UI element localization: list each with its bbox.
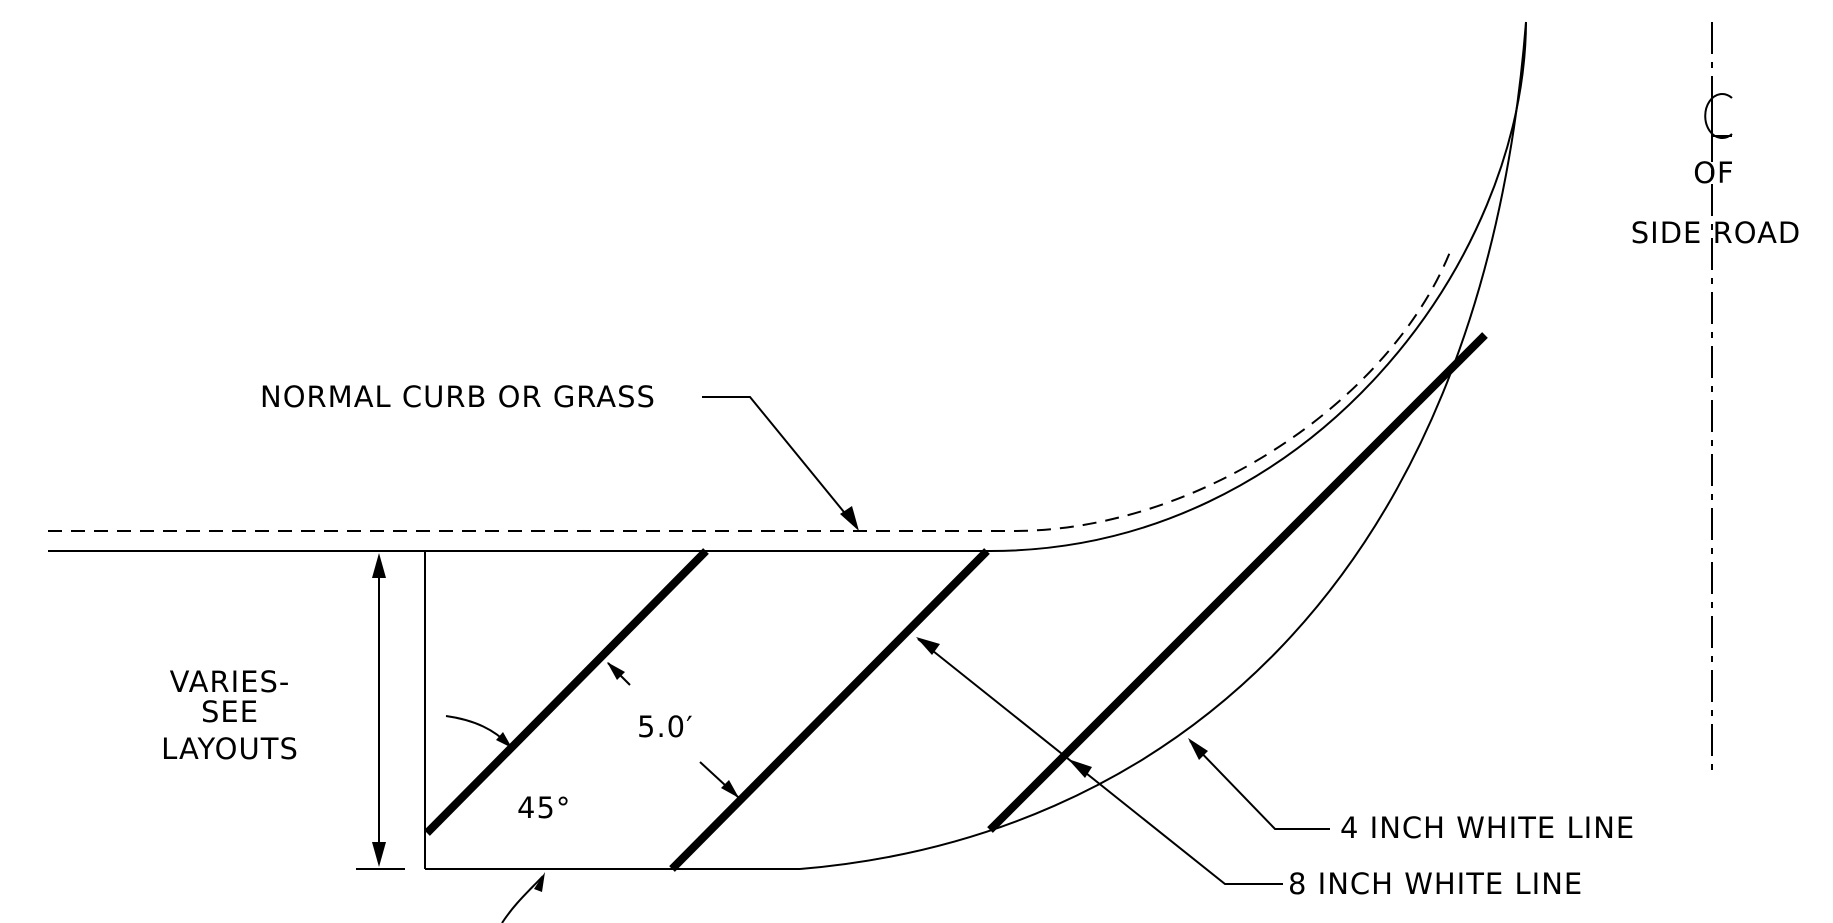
varies-label-line2: SEE xyxy=(201,695,259,729)
centerline-symbol-c xyxy=(1704,93,1733,139)
normal-curb-dashed-line xyxy=(48,251,1451,532)
varies-label-line1: VARIES- xyxy=(170,665,291,699)
eight-inch-diagonal-2 xyxy=(669,548,990,872)
varies-top-arrowhead xyxy=(372,553,386,578)
varies-bottom-arrowhead xyxy=(372,842,386,867)
angle-arrowhead xyxy=(496,732,512,748)
four-inch-arrowhead xyxy=(1188,738,1208,760)
centerline-symbol-l xyxy=(1711,90,1732,137)
four-inch-leader xyxy=(1189,740,1330,830)
eight-inch-arrowhead-lower xyxy=(1068,759,1092,778)
road-edge-line xyxy=(48,21,1527,552)
spacing-label: 5.0′ xyxy=(637,710,694,744)
eight-inch-diagonal-1 xyxy=(424,548,709,836)
bottom-angle-arrowhead xyxy=(534,872,545,892)
eight-inch-diagonal-3 xyxy=(987,332,1488,833)
normal-curb-arrowhead xyxy=(840,506,859,531)
varies-label-line3: LAYOUTS xyxy=(161,732,299,766)
angle-label: 45° xyxy=(517,791,571,825)
eight-inch-label: 8 INCH WHITE LINE xyxy=(1288,867,1583,901)
spacing-upper-arrowhead xyxy=(607,662,625,680)
eight-inch-leader xyxy=(917,638,1283,885)
eight-inch-arrowhead-upper xyxy=(916,637,940,655)
four-inch-label: 4 INCH WHITE LINE xyxy=(1340,811,1635,845)
normal-curb-leader xyxy=(702,396,858,529)
normal-curb-label: NORMAL CURB OR GRASS xyxy=(260,380,656,414)
spacing-lower-arrowhead xyxy=(721,780,739,798)
bottom-angle-arc xyxy=(501,875,544,923)
cl-side-road-label: SIDE ROAD xyxy=(1631,216,1801,250)
four-inch-white-line-curve xyxy=(799,21,1527,870)
cl-of-label: OF xyxy=(1693,156,1735,190)
